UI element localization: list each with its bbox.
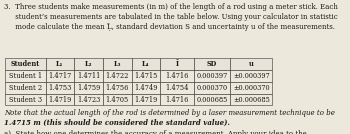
Text: 1.4749: 1.4749 bbox=[134, 84, 158, 92]
Text: L₄: L₄ bbox=[142, 60, 150, 68]
Text: 3.  Three students make measurements (in m) of the length of a rod using a meter: 3. Three students make measurements (in … bbox=[4, 3, 338, 11]
Bar bbox=[160, 70, 194, 82]
Text: 1.4754: 1.4754 bbox=[165, 84, 189, 92]
Text: ±0.000397: ±0.000397 bbox=[233, 72, 270, 80]
Bar bbox=[103, 82, 132, 94]
Text: student’s measurements are tabulated in the table below. Using your calculator i: student’s measurements are tabulated in … bbox=[4, 13, 338, 21]
Text: 1.4759: 1.4759 bbox=[77, 84, 100, 92]
Text: 1.4715 m (this should be considered the standard value).: 1.4715 m (this should be considered the … bbox=[4, 119, 230, 127]
Text: Ī: Ī bbox=[175, 60, 178, 68]
Text: SD: SD bbox=[207, 60, 217, 68]
Text: 1.4716: 1.4716 bbox=[165, 96, 189, 104]
Bar bbox=[194, 70, 230, 82]
Text: ±0.000685: ±0.000685 bbox=[233, 96, 270, 104]
Bar bbox=[230, 70, 272, 82]
Text: L₂: L₂ bbox=[85, 60, 92, 68]
Text: 1.4719: 1.4719 bbox=[48, 96, 71, 104]
Text: Note that the actual length of the rod is determined by a laser measurement tech: Note that the actual length of the rod i… bbox=[4, 109, 335, 117]
Bar bbox=[103, 58, 132, 70]
Text: ±0.000370: ±0.000370 bbox=[233, 84, 270, 92]
Bar bbox=[46, 82, 74, 94]
Text: 1.4716: 1.4716 bbox=[165, 72, 189, 80]
Bar bbox=[132, 94, 160, 105]
Text: L₁: L₁ bbox=[56, 60, 64, 68]
Bar bbox=[103, 94, 132, 105]
Text: 1.4756: 1.4756 bbox=[106, 84, 129, 92]
Bar bbox=[132, 82, 160, 94]
Bar bbox=[160, 94, 194, 105]
Text: 1.4705: 1.4705 bbox=[106, 96, 129, 104]
Bar bbox=[194, 82, 230, 94]
Bar bbox=[230, 82, 272, 94]
Bar bbox=[5, 70, 46, 82]
Text: mode calculate the mean Ḹ, standard deviation S and uncertainty u of the measure: mode calculate the mean Ḹ, standard devi… bbox=[4, 23, 335, 31]
Text: Student: Student bbox=[11, 60, 40, 68]
Text: 1.4722: 1.4722 bbox=[106, 72, 129, 80]
Bar bbox=[74, 70, 103, 82]
Text: u: u bbox=[249, 60, 254, 68]
Bar bbox=[230, 94, 272, 105]
Text: a)  State how one determines the accuracy of a measurement. Apply your idea to t: a) State how one determines the accuracy… bbox=[4, 130, 307, 134]
Text: 1.4715: 1.4715 bbox=[134, 72, 158, 80]
Bar bbox=[5, 58, 46, 70]
Text: Student 1: Student 1 bbox=[9, 72, 42, 80]
Bar bbox=[132, 58, 160, 70]
Text: 0.000370: 0.000370 bbox=[196, 84, 228, 92]
Bar bbox=[74, 94, 103, 105]
Bar bbox=[74, 58, 103, 70]
Bar bbox=[46, 58, 74, 70]
Text: 0.000397: 0.000397 bbox=[196, 72, 228, 80]
Bar bbox=[230, 58, 272, 70]
Bar bbox=[160, 82, 194, 94]
Text: 1.4723: 1.4723 bbox=[77, 96, 100, 104]
Text: Student 3: Student 3 bbox=[9, 96, 42, 104]
Text: 1.4711: 1.4711 bbox=[77, 72, 100, 80]
Bar bbox=[46, 94, 74, 105]
Bar bbox=[74, 82, 103, 94]
Bar bbox=[194, 94, 230, 105]
Text: L₃: L₃ bbox=[113, 60, 121, 68]
Text: 1.4717: 1.4717 bbox=[48, 72, 71, 80]
Text: Student 2: Student 2 bbox=[9, 84, 42, 92]
Bar bbox=[46, 70, 74, 82]
Bar bbox=[5, 94, 46, 105]
Bar bbox=[5, 82, 46, 94]
Bar bbox=[103, 70, 132, 82]
Bar bbox=[194, 58, 230, 70]
Text: 1.4719: 1.4719 bbox=[134, 96, 158, 104]
Text: 0.000685: 0.000685 bbox=[196, 96, 228, 104]
Bar bbox=[160, 58, 194, 70]
Bar bbox=[132, 70, 160, 82]
Text: 1.4753: 1.4753 bbox=[48, 84, 71, 92]
